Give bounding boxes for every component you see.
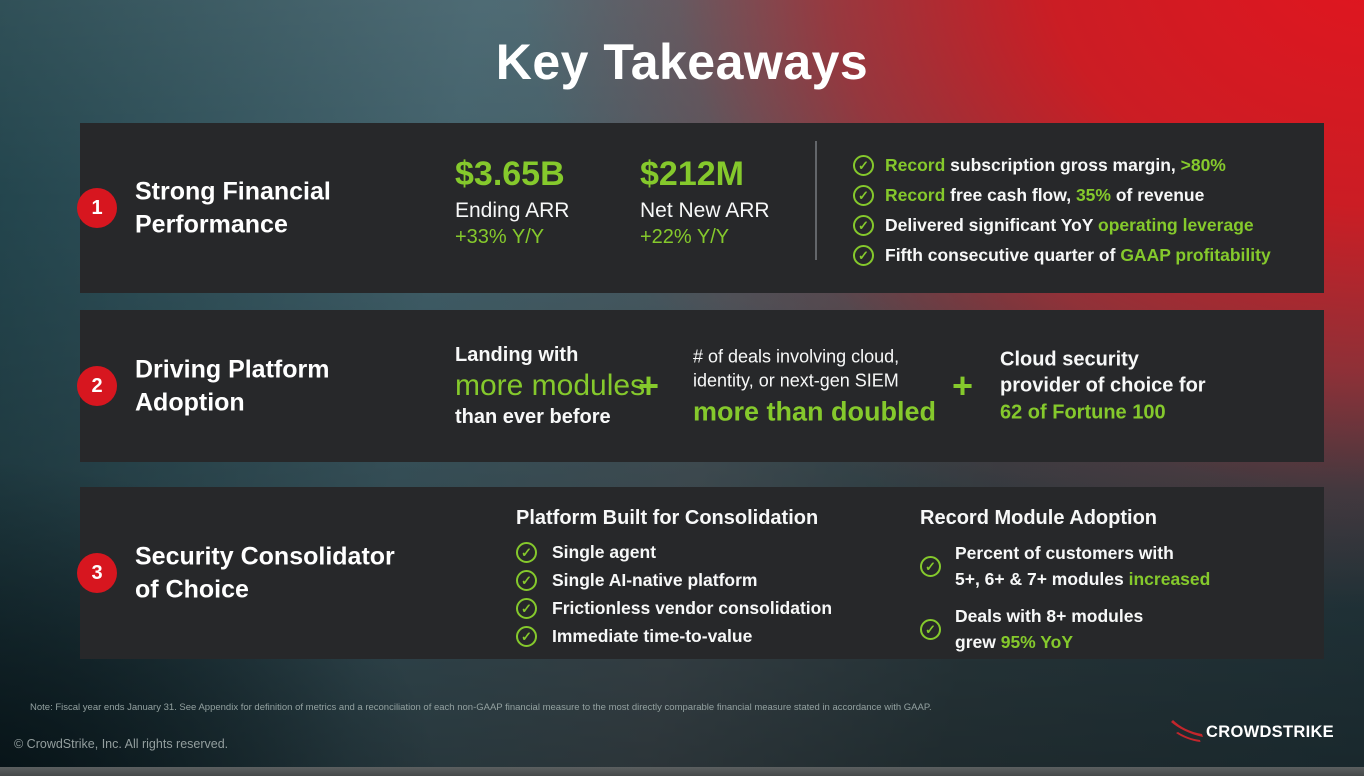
stat-highlight: more than doubled (693, 396, 936, 427)
list-item-text: Single AI-native platform (552, 570, 758, 590)
list-item-text: Record free cash flow, 35% of revenue (885, 185, 1205, 205)
panel-title-line: Adoption (135, 388, 245, 416)
consolidation-list: Single agent Single AI-native platform F… (516, 541, 832, 648)
panel-title-line: Security Consolidator (135, 542, 395, 571)
stat-text-line: Cloud security (1000, 348, 1139, 371)
panel-strong-financial-performance: 1 Strong Financial Performance $3.65B En… (77, 123, 1324, 293)
financial-highlights-list: Record subscription gross margin, >80% R… (853, 154, 1271, 267)
stat-delta: +22% Y/Y (640, 225, 730, 248)
check-circle-icon (920, 556, 941, 578)
check-circle-icon (516, 626, 537, 647)
panel-title-line: Performance (135, 210, 288, 238)
check-circle-icon (516, 542, 537, 563)
list-item: Immediate time-to-value (516, 625, 832, 648)
module-adoption-list: Percent of customers with 5+, 6+ & 7+ mo… (920, 541, 1210, 656)
check-circle-icon (516, 598, 537, 619)
vertical-divider (815, 141, 817, 260)
stat-label: Ending ARR (455, 198, 570, 222)
stat-text-line: than ever before (455, 405, 611, 428)
list-item: Delivered significant YoY operating leve… (853, 214, 1271, 237)
panel-title-line: of Choice (135, 575, 249, 603)
panel-title: Driving Platform Adoption (135, 354, 329, 419)
check-circle-icon (920, 619, 941, 641)
panel-title: Strong Financial Performance (135, 176, 331, 241)
panel-security-consolidator: 3 Security Consolidator of Choice Platfo… (77, 487, 1324, 659)
platform-consolidation-group: Platform Built for Consolidation Single … (516, 506, 832, 648)
list-item-text: Deals with 8+ modules grew 95% YoY (955, 605, 1144, 652)
stat-text-line: identity, or next-gen SIEM (693, 370, 899, 391)
list-item-text: Percent of customers with 5+, 6+ & 7+ mo… (955, 543, 1211, 589)
check-circle-icon (853, 155, 874, 176)
list-item: Record subscription gross margin, >80% (853, 154, 1271, 177)
list-item-text: Delivered significant YoY operating leve… (885, 215, 1254, 235)
list-item: Single agent (516, 541, 832, 564)
check-circle-icon (853, 185, 874, 206)
panel-number-badge: 2 (77, 366, 117, 406)
panel-title: Security Consolidator of Choice (135, 541, 395, 606)
group-header: Record Module Adoption (920, 507, 1158, 529)
list-item-text: Single agent (552, 542, 657, 562)
list-item: Percent of customers with 5+, 6+ & 7+ mo… (920, 541, 1210, 593)
panel-title-line: Driving Platform (135, 355, 330, 384)
bottom-bar (0, 767, 1364, 776)
list-item-text: Frictionless vendor consolidation (552, 598, 833, 618)
panel-number-badge: 1 (77, 188, 117, 228)
check-circle-icon (516, 570, 537, 591)
list-item-text: Immediate time-to-value (552, 626, 753, 646)
stat-ending-arr: $3.65B Ending ARR +33% Y/Y (455, 155, 570, 249)
panel-number: 1 (91, 196, 103, 219)
plus-icon: + (952, 365, 974, 406)
list-item: Fifth consecutive quarter of GAAP profit… (853, 244, 1271, 267)
stat-text-line: # of deals involving cloud, (693, 346, 900, 367)
stat-highlight: more modules (455, 368, 646, 402)
stat-fortune-100: Cloud security provider of choice for 62… (1000, 346, 1206, 425)
stat-text-line: provider of choice for (1000, 374, 1206, 397)
stat-deals-doubled: # of deals involving cloud, identity, or… (693, 345, 936, 428)
panel-number-badge: 3 (77, 553, 117, 593)
stat-label: Net New ARR (640, 198, 770, 222)
footnote: Note: Fiscal year ends January 31. See A… (30, 702, 932, 713)
crowdstrike-logo: CROWDSTRIKE (1171, 719, 1334, 745)
stat-value: $3.65B (455, 155, 565, 193)
stat-net-new-arr: $212M Net New ARR +22% Y/Y (640, 155, 770, 249)
slide-title: Key Takeaways (495, 34, 869, 90)
group-header: Platform Built for Consolidation (516, 507, 819, 529)
list-item: Record free cash flow, 35% of revenue (853, 184, 1271, 207)
panel-title-line: Strong Financial (135, 177, 331, 206)
list-item: Single AI-native platform (516, 569, 832, 592)
list-item: Deals with 8+ modules grew 95% YoY (920, 604, 1210, 656)
stat-value: $212M (640, 155, 744, 193)
stat-landing-modules: Landing with more modules than ever befo… (455, 342, 645, 431)
list-item-text: Record subscription gross margin, >80% (885, 155, 1226, 175)
list-item: Frictionless vendor consolidation (516, 597, 832, 620)
panel-number: 3 (91, 561, 103, 584)
check-circle-icon (853, 245, 874, 266)
copyright: © CrowdStrike, Inc. All rights reserved. (14, 737, 229, 751)
list-item-text: Fifth consecutive quarter of GAAP profit… (885, 245, 1271, 265)
check-circle-icon (853, 215, 874, 236)
falcon-swoosh-icon (1171, 720, 1204, 742)
stat-text-line: Landing with (455, 343, 579, 366)
module-adoption-group: Record Module Adoption Percent of custom… (920, 506, 1210, 656)
panel-driving-platform-adoption: 2 Driving Platform Adoption Landing with… (77, 310, 1324, 462)
plus-icon: + (638, 365, 660, 406)
stat-delta: +33% Y/Y (455, 225, 545, 248)
logo-text: CROWDSTRIKE (1206, 722, 1334, 741)
stat-highlight: 62 of Fortune 100 (1000, 401, 1166, 424)
panel-number: 2 (91, 374, 103, 397)
